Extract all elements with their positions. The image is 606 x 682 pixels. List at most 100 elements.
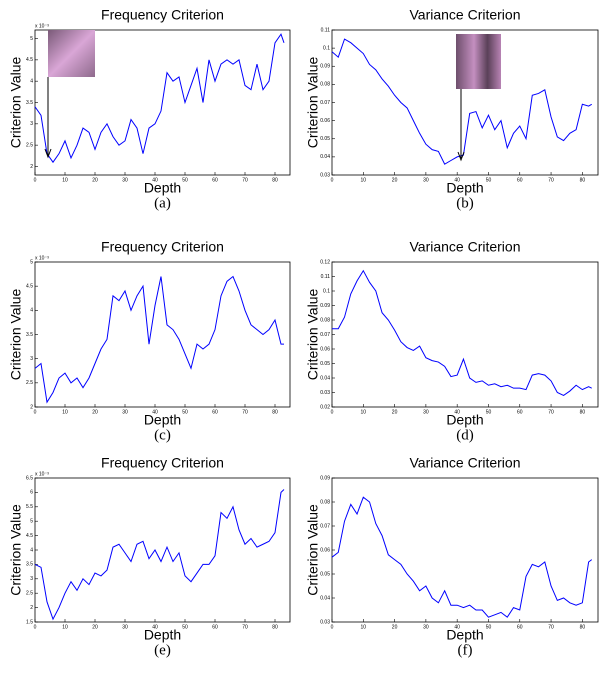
y-tick-label: 2	[30, 605, 33, 611]
y-tick-label: 4	[30, 547, 33, 553]
x-tick-label: 40	[454, 624, 460, 630]
x-tick-label: 70	[548, 409, 554, 415]
y-tick-label: 0.1	[323, 45, 330, 51]
x-tick-label: 30	[423, 409, 429, 415]
y-tick-label: 4.5	[26, 57, 33, 63]
y-tick-label: 4.5	[26, 283, 33, 289]
y-tick-label: 0.05	[320, 136, 330, 142]
x-tick-label: 40	[152, 409, 158, 415]
y-tick-label: 0.05	[320, 571, 330, 577]
y-scale-label: x 10⁻³	[35, 23, 49, 29]
y-tick-label: 1.5	[26, 619, 33, 625]
data-line	[331, 496, 593, 618]
x-tick-label: 10	[62, 624, 68, 630]
x-tick-label: 30	[423, 624, 429, 630]
y-tick-label: 0.11	[321, 274, 331, 280]
y-scale-label: x 10⁻³	[35, 471, 49, 477]
x-tick-label: 80	[580, 409, 586, 415]
data-line	[34, 33, 285, 164]
y-axis-label: Criterion Value	[8, 289, 24, 381]
data-line	[34, 275, 284, 404]
data-line	[331, 38, 592, 165]
caption: (c)	[154, 427, 171, 443]
data-line	[34, 489, 285, 621]
x-tick-label: 0	[34, 177, 37, 183]
x-tick-label: 0	[331, 177, 334, 183]
x-tick-label: 60	[212, 409, 218, 415]
y-tick-label: 0.06	[320, 346, 330, 352]
x-tick-label: 30	[122, 409, 128, 415]
plot-frame	[34, 477, 291, 623]
caption: (d)	[456, 427, 474, 443]
x-tick-label: 70	[242, 624, 248, 630]
x-tick-label: 40	[152, 177, 158, 183]
y-tick-label: 0.03	[320, 172, 330, 178]
y-tick-label: 2.5	[26, 142, 33, 148]
x-tick-label: 30	[122, 177, 128, 183]
y-tick-label: 0.1	[323, 288, 330, 294]
x-tick-label: 20	[392, 624, 398, 630]
x-tick-label: 10	[62, 409, 68, 415]
x-tick-label: 50	[486, 624, 492, 630]
x-tick-label: 50	[182, 624, 188, 630]
y-tick-label: 2	[30, 164, 33, 170]
x-tick-label: 40	[152, 624, 158, 630]
caption: (a)	[154, 195, 171, 211]
chart-title: Frequency Criterion	[101, 455, 224, 471]
x-tick-label: 80	[272, 177, 278, 183]
y-tick-label: 5	[30, 519, 33, 525]
x-tick-label: 80	[580, 624, 586, 630]
y-tick-label: 0.04	[320, 595, 330, 601]
y-axis-label: Criterion Value	[305, 57, 321, 149]
y-tick-label: 0.05	[320, 361, 330, 367]
y-tick-label: 3	[30, 576, 33, 582]
y-tick-label: 5	[30, 259, 33, 265]
x-tick-label: 70	[548, 624, 554, 630]
y-tick-label: 0.04	[320, 375, 330, 381]
y-tick-label: 5.5	[26, 504, 33, 510]
x-tick-label: 10	[361, 177, 367, 183]
y-tick-label: 0.08	[320, 82, 330, 88]
y-tick-label: 2.5	[26, 591, 33, 597]
caption: (f)	[458, 642, 473, 658]
x-axis-label: Depth	[144, 180, 181, 196]
x-tick-label: 20	[92, 409, 98, 415]
x-tick-label: 0	[331, 409, 334, 415]
y-tick-label: 0.07	[320, 332, 330, 338]
x-tick-label: 20	[392, 177, 398, 183]
y-tick-label: 0.08	[320, 499, 330, 505]
x-tick-label: 60	[212, 624, 218, 630]
arrow-head	[44, 148, 52, 159]
x-tick-label: 60	[517, 177, 523, 183]
y-tick-label: 0.06	[320, 118, 330, 124]
x-tick-label: 60	[517, 409, 523, 415]
x-tick-label: 50	[182, 409, 188, 415]
y-tick-label: 0.06	[320, 547, 330, 553]
x-tick-label: 20	[92, 624, 98, 630]
inset-image	[456, 34, 501, 89]
chart-title: Variance Criterion	[409, 7, 520, 23]
y-tick-label: 3.5	[26, 332, 33, 338]
x-tick-label: 50	[182, 177, 188, 183]
y-tick-label: 0.09	[320, 475, 330, 481]
x-axis-label: Depth	[446, 412, 483, 428]
chart-title: Frequency Criterion	[101, 7, 224, 23]
caption: (e)	[154, 642, 171, 658]
y-tick-label: 0.04	[320, 154, 330, 160]
y-tick-label: 4	[30, 308, 33, 314]
y-tick-label: 2	[30, 404, 33, 410]
x-tick-label: 50	[486, 177, 492, 183]
y-tick-label: 6	[30, 490, 33, 496]
y-axis-label: Criterion Value	[305, 289, 321, 381]
x-axis-label: Depth	[446, 627, 483, 643]
y-tick-label: 0.02	[320, 404, 330, 410]
x-tick-label: 0	[34, 409, 37, 415]
y-tick-label: 0.12	[320, 259, 330, 265]
y-tick-label: 6.5	[26, 475, 33, 481]
chart-title: Frequency Criterion	[101, 239, 224, 255]
x-tick-label: 10	[361, 624, 367, 630]
y-tick-label: 3	[30, 121, 33, 127]
y-axis-label: Criterion Value	[305, 504, 321, 596]
x-axis-label: Depth	[446, 180, 483, 196]
